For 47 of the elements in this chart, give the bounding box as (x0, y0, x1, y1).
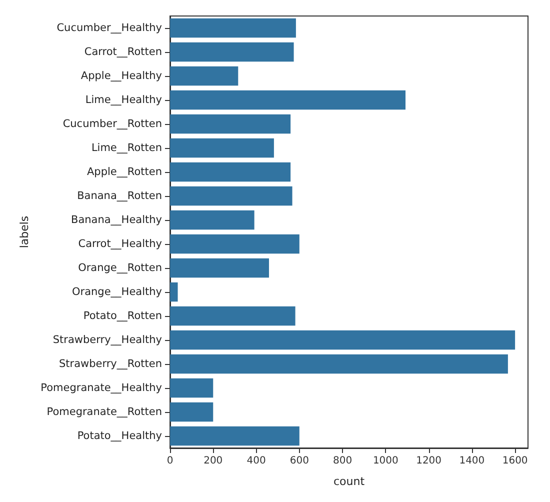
bar (170, 282, 178, 302)
y-tick-label: Strawberry__Healthy (52, 334, 162, 346)
bar (170, 258, 269, 278)
bar (170, 42, 294, 62)
x-tick-label: 400 (246, 456, 266, 466)
bar (170, 354, 508, 374)
x-tick-label: 1000 (372, 456, 398, 466)
y-tick-label: Cucumber__Rotten (62, 118, 162, 130)
y-tick-label: Banana__Rotten (77, 190, 162, 202)
y-tick-label: Banana__Healthy (70, 214, 162, 226)
y-tick-label: Orange__Healthy (72, 286, 162, 298)
y-tick-label: Strawberry__Rotten (58, 358, 162, 370)
x-tick-label: 800 (332, 456, 352, 466)
y-tick-label: Lime__Rotten (91, 142, 162, 154)
x-tick-label: 1600 (502, 456, 528, 466)
bar (170, 234, 300, 254)
y-tick-label: Cucumber__Healthy (56, 22, 162, 34)
x-tick-label: 1200 (416, 456, 442, 466)
bar (170, 138, 274, 158)
x-tick-label: 600 (290, 456, 309, 466)
x-tick-label: 0 (166, 456, 174, 466)
x-tick-label: 200 (204, 456, 223, 466)
bar (170, 162, 291, 182)
y-tick-label: Pomegranate__Healthy (40, 382, 162, 394)
bar (170, 18, 296, 38)
y-tick-label: Potato__Healthy (77, 430, 162, 442)
bar (170, 66, 238, 86)
bar (170, 186, 292, 206)
x-tick-label: 1400 (459, 456, 485, 466)
bar (170, 114, 291, 134)
bar (170, 378, 214, 398)
bar (170, 210, 254, 230)
bar (170, 90, 406, 110)
y-tick-label: Carrot__Rotten (84, 46, 162, 58)
y-tick-label: Apple__Rotten (87, 166, 162, 178)
bar (170, 402, 214, 422)
y-tick-label: Pomegranate__Rotten (46, 406, 162, 418)
y-tick-label: Orange__Rotten (78, 262, 162, 274)
bar (170, 330, 516, 350)
y-tick-label: Carrot__Healthy (78, 238, 162, 250)
bar (170, 426, 300, 446)
y-tick-label: Apple__Healthy (80, 70, 162, 82)
x-axis-title: count (333, 475, 366, 488)
y-tick-label: Potato__Rotten (83, 310, 162, 322)
y-axis-title: labels (18, 216, 31, 248)
bar (170, 306, 296, 326)
y-tick-label: Lime__Healthy (85, 94, 162, 106)
